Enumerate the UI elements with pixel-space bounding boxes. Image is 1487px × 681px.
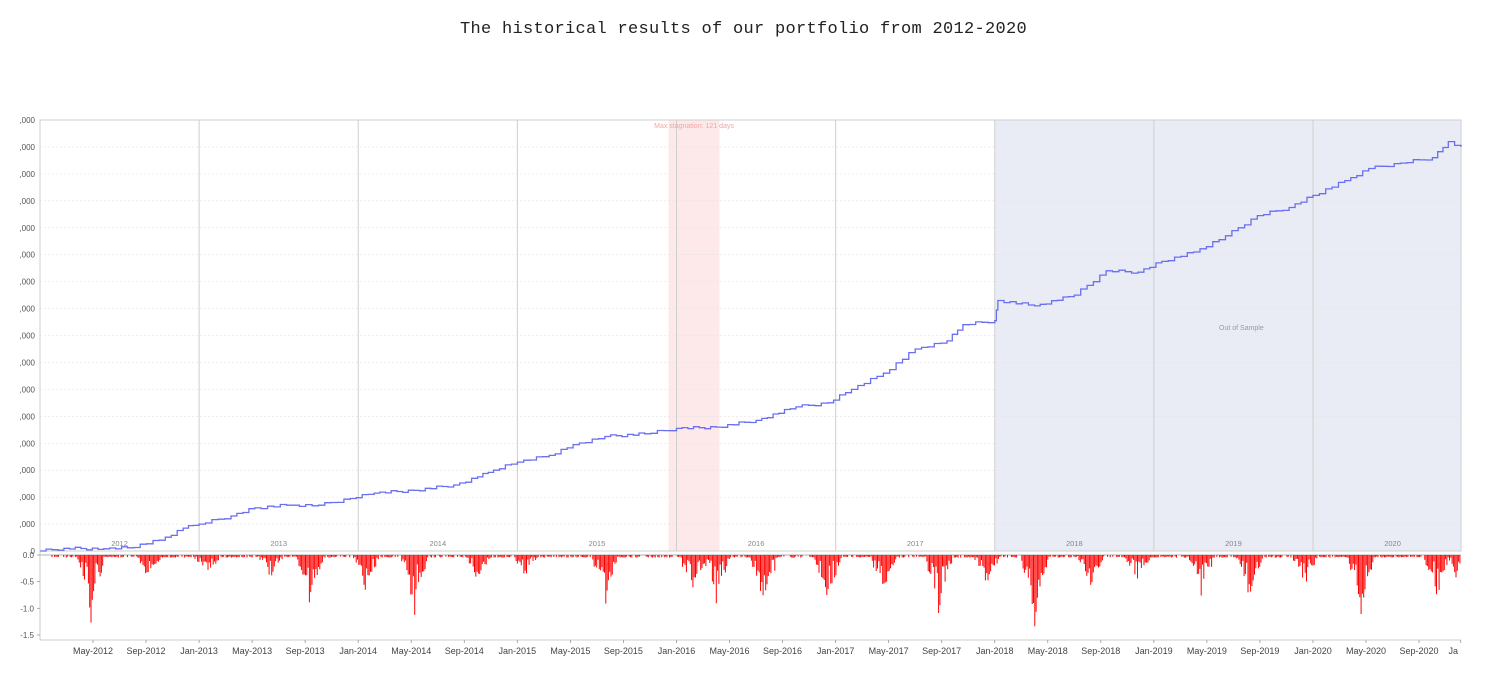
y-tick-label: ,000 <box>19 412 35 421</box>
x-tick-label: Jan-2013 <box>180 646 218 656</box>
year-label: 2017 <box>907 539 924 548</box>
y-tick-label: ,000 <box>19 251 35 260</box>
x-tick-label: May-2015 <box>550 646 590 656</box>
x-tick-label: Sep-2016 <box>763 646 802 656</box>
x-tick-label: Jan-2018 <box>976 646 1014 656</box>
drawdown-panel: 0.0 -0.5 -1.0 -1.5 May-2012 Sep-2012 Jan-2013 M… <box>20 551 1462 656</box>
y-tick-label: ,000 <box>19 332 35 341</box>
y-tick-label: ,000 <box>19 466 35 475</box>
y-tick-label: ,000 <box>19 224 35 233</box>
year-label: 2012 <box>111 539 128 548</box>
x-tick-label: May-2020 <box>1346 646 1386 656</box>
page-title: The historical results of our portfolio … <box>459 20 1028 39</box>
oos-label: Out of Sample <box>1219 325 1264 332</box>
x-tick-label: Jan-2014 <box>339 646 377 656</box>
x-tick-label: May-2018 <box>1028 646 1068 656</box>
equity-panel-border <box>39 119 1462 552</box>
y-tick-label: ,000 <box>19 143 35 152</box>
y-tick-label: 0 <box>31 547 36 556</box>
equity-panel: ,000 ,000 ,000 ,000 ,000 ,000 ,000 ,000 ,000 ,000… <box>19 116 1462 556</box>
x-tick-label: Jan-2015 <box>499 646 537 656</box>
x-tick-label: Sep-2020 <box>1400 646 1439 656</box>
equity-line <box>40 140 1462 552</box>
year-label: 2014 <box>429 539 446 548</box>
y-tick-label: ,000 <box>19 520 35 529</box>
x-tick-label: Sep-2019 <box>1240 646 1279 656</box>
y-tick-label: ,000 <box>19 116 35 125</box>
y-tick-label: ,000 <box>19 278 35 287</box>
x-tick-label: Sep-2017 <box>922 646 961 656</box>
x-tick-label: Ja <box>1448 646 1458 656</box>
x-tick-label: May-2012 <box>73 646 113 656</box>
x-tick-label: Sep-2013 <box>286 646 325 656</box>
x-tick-label: Jan-2017 <box>817 646 855 656</box>
y-tick-label: ,000 <box>19 197 35 206</box>
y-tick-label: ,000 <box>19 358 35 367</box>
x-tick-label: Jan-2016 <box>658 646 696 656</box>
y-tick-label: ,000 <box>19 385 35 394</box>
y-tick-label: ,000 <box>19 305 35 314</box>
y-tick-label: ,000 <box>19 493 35 502</box>
stagnation-label: Max stagnation: 121 days <box>654 123 734 130</box>
y-tick-label: ,000 <box>19 439 35 448</box>
x-tick-label: May-2013 <box>232 646 272 656</box>
x-tick-label: May-2017 <box>869 646 909 656</box>
year-label: 2013 <box>270 539 287 548</box>
year-label: 2018 <box>1066 539 1083 548</box>
x-tick-label: Jan-2020 <box>1294 646 1332 656</box>
x-tick-label: Sep-2018 <box>1081 646 1120 656</box>
y-tick-label: ,000 <box>19 170 35 179</box>
drawdown-y-tick-label: -0.5 <box>20 578 34 587</box>
x-tick-label: May-2016 <box>709 646 749 656</box>
drawdown-y-tick-label: 0.0 <box>23 551 35 560</box>
drawdown-y-tick-label: -1.5 <box>20 631 34 640</box>
x-tick-label: Sep-2012 <box>127 646 166 656</box>
year-label: 2020 <box>1384 539 1401 548</box>
x-tick-label: May-2014 <box>391 646 431 656</box>
year-label: 2015 <box>589 539 606 548</box>
x-tick-label: May-2019 <box>1187 646 1227 656</box>
year-label: 2016 <box>748 539 765 548</box>
x-tick-label: Sep-2014 <box>445 646 484 656</box>
year-label: 2019 <box>1225 539 1242 548</box>
drawdown-y-tick-label: -1.0 <box>20 604 34 613</box>
x-tick-label: Jan-2019 <box>1135 646 1173 656</box>
x-tick-label: Sep-2015 <box>604 646 643 656</box>
